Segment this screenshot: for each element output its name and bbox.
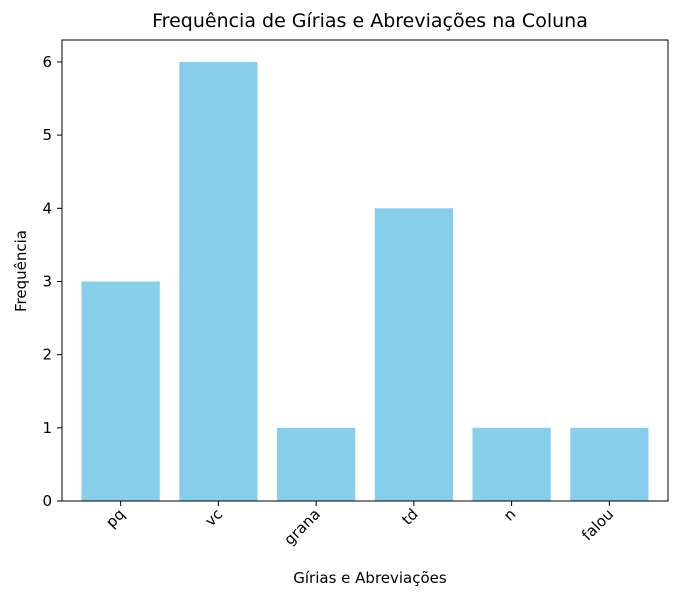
bar-grana: [277, 427, 356, 501]
y-tick-label: 0: [42, 492, 52, 510]
y-tick-label: 6: [42, 53, 52, 71]
y-tick-label: 2: [42, 346, 52, 364]
bars-layer: [81, 61, 649, 502]
x-axis-label: Gírias e Abreviações: [293, 569, 447, 587]
bar-n: [472, 427, 551, 501]
y-tick-label: 1: [42, 419, 52, 437]
plot-frame: [61, 39, 669, 502]
chart-title: Frequência de Gírias e Abreviações na Co…: [152, 10, 588, 32]
x-tick-label: td: [398, 505, 422, 529]
bar-falou: [570, 427, 649, 501]
y-tick-label: 4: [42, 199, 52, 217]
x-tick-label: grana: [280, 505, 324, 549]
bar-pq: [81, 281, 160, 501]
bar-vc: [179, 61, 258, 501]
bar-td: [374, 208, 453, 502]
x-tick-label: pq: [102, 505, 128, 531]
y-tick-label: 3: [42, 272, 52, 290]
x-tick-label: n: [500, 505, 519, 524]
y-axis-label: Frequência: [12, 230, 30, 312]
y-axis-ticks: 0 1 2 3 4 5 6: [42, 53, 62, 510]
x-tick-label: falou: [578, 505, 617, 544]
y-tick-label: 5: [42, 126, 52, 144]
x-axis-ticks: pq vc grana td n falou: [102, 501, 617, 549]
x-tick-label: vc: [201, 505, 226, 530]
